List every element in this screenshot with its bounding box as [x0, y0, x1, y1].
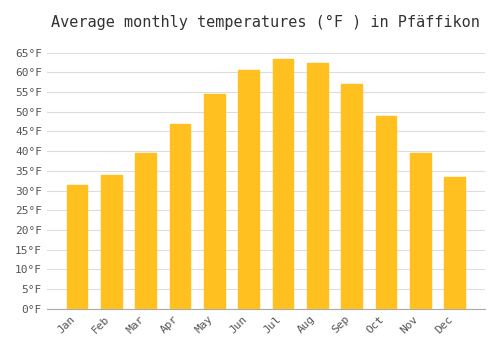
Bar [238, 70, 259, 309]
Bar [410, 153, 430, 309]
Bar [67, 185, 87, 309]
Bar [136, 153, 156, 309]
Bar [342, 84, 362, 309]
Bar [273, 59, 293, 309]
Bar [204, 94, 225, 309]
Bar [444, 177, 465, 309]
Bar [307, 63, 328, 309]
Title: Average monthly temperatures (°F ) in Pfäffikon: Average monthly temperatures (°F ) in Pf… [52, 15, 480, 30]
Bar [170, 124, 190, 309]
Bar [376, 116, 396, 309]
Bar [101, 175, 121, 309]
